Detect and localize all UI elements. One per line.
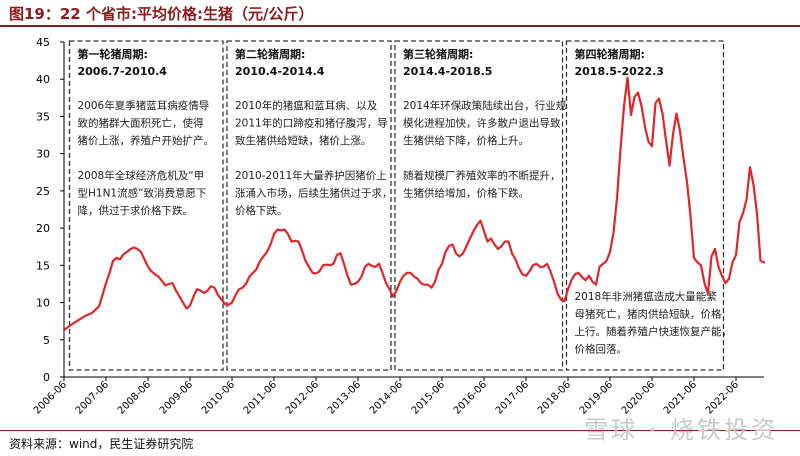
x-tick-label: 2013-06: [326, 379, 363, 416]
cycle-1-note-line: 2006年夏季猪蓝耳病疫情导: [78, 99, 210, 112]
cycle-period-1: 2006.7-2010.4: [78, 65, 168, 78]
cycle-box-1: [68, 40, 224, 371]
cycle-2-note-line: 涨涌入市场，后续生猪供过于求，: [235, 187, 393, 200]
cycle-period-3: 2014.4-2018.5: [403, 65, 492, 78]
cycle-heading-1: 第一轮猪周期:: [78, 47, 148, 61]
y-tick-label: 15: [36, 259, 50, 272]
x-tick-label: 2008-06: [116, 379, 153, 416]
cycle-4-note-line: 上行。随着养殖户快速恢复产能，: [575, 325, 733, 338]
cycle-2-note-line: 2011年的口蹄疫和猪仔腹泻，导: [235, 117, 388, 130]
x-tick-label: 2012-06: [284, 379, 321, 416]
cycle-1-note-line: 降，供过于求价格下跌。: [78, 204, 194, 217]
cycle-3-note-line: 模化进程加快，许多散户退出导致: [403, 117, 561, 130]
cycle-box-4: [565, 40, 725, 371]
cycle-1-note-line: 2008年全球经济危机及“甲: [78, 169, 205, 182]
price-series-line: [62, 76, 766, 332]
cycle-heading-2: 第二轮猪周期:: [235, 47, 305, 61]
y-tick-label: 25: [36, 185, 50, 198]
cycle-4-note-line: 价格回落。: [575, 343, 628, 356]
x-tick-label: 2006-06: [32, 379, 69, 416]
figure-header: 图19：22 个省市:平均价格:生猪（元/公斤）: [0, 0, 800, 25]
cycle-period-2: 2010.4-2014.4: [235, 65, 325, 78]
watermark: 雪球 · 烧铁投资: [584, 416, 778, 444]
cycle-box-2: [226, 40, 392, 371]
cycle-box-3: [394, 40, 564, 371]
x-tick-label: 2011-06: [242, 379, 279, 416]
cycle-3-note-line: 生猪供给增加，价格下跌。: [403, 187, 529, 200]
y-tick-label: 20: [36, 222, 50, 235]
x-tick-label: 2014-06: [368, 379, 405, 416]
cycle-3-note-line: 2014年环保政策陆续出台，行业规: [403, 99, 567, 112]
x-tick-label: 2017-06: [494, 379, 531, 416]
y-tick-label: 35: [36, 110, 50, 123]
cycle-2-note-line: 价格下跌。: [235, 204, 288, 217]
source-note: 资料来源：wind，民生证券研究院: [9, 437, 194, 451]
cycle-2-note-line: 2010-2011年大量养护因猪价上: [235, 169, 387, 182]
y-tick-label: 40: [36, 73, 50, 86]
x-tick-label: 2007-06: [74, 379, 111, 416]
y-tick-label: 10: [36, 297, 50, 310]
x-tick-label: 2009-06: [158, 379, 195, 416]
cycle-heading-4: 第四轮猪周期:: [575, 47, 645, 61]
x-tick-label: 2018-06: [536, 379, 573, 416]
cycle-1-note-line: 致的猪群大面积死亡，使得: [78, 117, 204, 130]
cycle-1-note-line: 型H1N1流感”致消费意愿下: [78, 187, 207, 200]
footer-rule: [0, 430, 800, 431]
figure-title: 图19：22 个省市:平均价格:生猪（元/公斤）: [9, 5, 314, 23]
cycle-3-note-line: 随着规模厂养殖效率的不断提升，: [403, 169, 561, 182]
cycle-heading-3: 第三轮猪周期:: [403, 47, 473, 61]
cycle-4-note-line: 2018年非洲猪瘟造成大量能繁: [575, 290, 718, 303]
y-tick-label: 45: [36, 36, 50, 49]
x-tick-label: 2015-06: [410, 379, 447, 416]
title-rule: [0, 25, 800, 27]
x-tick-label: 2010-06: [200, 379, 237, 416]
cycle-2-note-line: 2010年的猪瘟和蓝耳病、以及: [235, 99, 378, 112]
y-tick-label: 30: [36, 148, 50, 161]
x-tick-label: 2016-06: [452, 379, 489, 416]
cycle-2-note-line: 致生猪供给短缺，猪价上涨。: [235, 134, 372, 147]
cycle-1-note-line: 猪价上涨，养殖户开始扩产。: [78, 134, 215, 147]
y-tick-label: 0: [43, 371, 50, 384]
cycle-4-note-line: 母猪死亡，猪肉供给短缺，价格: [575, 308, 722, 321]
y-tick-label: 5: [43, 334, 50, 347]
cycle-period-4: 2018.5-2022.3: [575, 65, 664, 78]
cycle-3-note-line: 生猪供给下降，价格上升。: [403, 134, 529, 147]
